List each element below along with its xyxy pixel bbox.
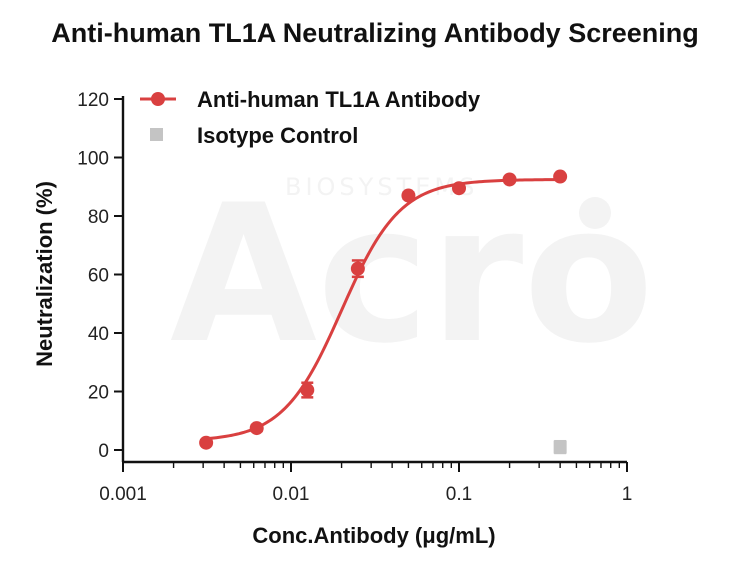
y-axis-label: Neutralization (%) (32, 181, 57, 367)
y-tick-label-5: 100 (77, 149, 109, 170)
y-tick-label-6: 120 (77, 90, 109, 111)
data-point-antibody (452, 181, 466, 196)
x-tick-label-0: 0.001 (99, 484, 147, 505)
data-point-antibody (249, 421, 264, 436)
fit-curve (206, 178, 561, 441)
x-tick-label-1: 0.01 (273, 484, 310, 505)
legend-marker-isotype (150, 128, 163, 141)
plot-area (199, 169, 568, 455)
y-tick-label-3: 60 (88, 266, 109, 287)
y-tick-label-2: 40 (88, 324, 109, 345)
chart-title: Anti-human TL1A Neutralizing Antibody Sc… (51, 18, 699, 48)
watermark-dot (579, 197, 611, 229)
x-ticks: 0.001 0.01 0.1 1 (99, 462, 632, 505)
data-point-antibody (553, 169, 568, 184)
legend-label-isotype: Isotype Control (197, 123, 358, 148)
data-point-antibody (350, 261, 365, 276)
data-point-antibody (401, 188, 416, 203)
x-tick-label-2: 0.1 (446, 484, 472, 505)
data-point-antibody (199, 435, 214, 450)
y-tick-label-0: 0 (98, 441, 109, 462)
data-point-isotype (553, 440, 567, 454)
legend: Anti-human TL1A Antibody Isotype Control (140, 87, 481, 148)
y-ticks: 0 20 40 60 80 100 120 (77, 90, 123, 462)
legend-label-antibody: Anti-human TL1A Antibody (197, 87, 481, 112)
y-tick-label-1: 20 (88, 383, 109, 404)
y-tick-label-4: 80 (88, 207, 109, 228)
data-point-antibody (300, 383, 315, 398)
x-axis-label: Conc.Antibody (μg/mL) (252, 523, 495, 548)
x-tick-label-3: 1 (622, 484, 633, 505)
legend-marker-antibody (151, 92, 165, 106)
data-point-antibody (502, 172, 517, 187)
